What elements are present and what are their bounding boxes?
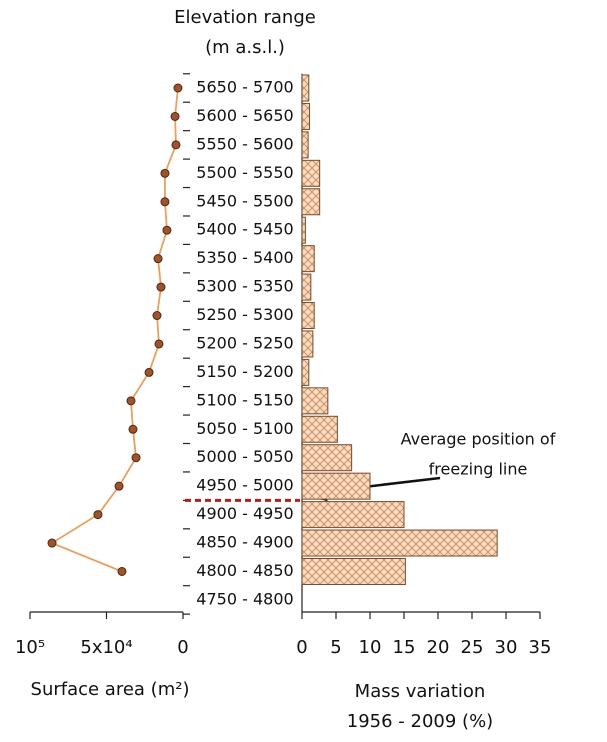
- category-label: 5050 - 5100: [196, 419, 293, 438]
- marker: [173, 83, 183, 93]
- category-label: 5400 - 5450: [196, 220, 293, 239]
- bar: [301, 358, 310, 386]
- bar: [301, 216, 306, 244]
- y-title: (m a.s.l.): [205, 37, 285, 58]
- category-label: 5150 - 5200: [196, 362, 293, 381]
- category-label: 5550 - 5600: [196, 134, 293, 153]
- marker: [131, 453, 141, 463]
- category-label: 5250 - 5300: [196, 305, 293, 324]
- bar: [301, 188, 321, 216]
- bar: [301, 501, 405, 529]
- x-title: Surface area (m²): [31, 679, 190, 700]
- marker: [170, 111, 180, 121]
- marker: [154, 339, 164, 349]
- x-title: Mass variation: [355, 681, 486, 702]
- bar: [301, 273, 312, 301]
- annotation: freezing line: [429, 460, 528, 479]
- annotation: Average position of: [401, 430, 556, 449]
- category-label: 5500 - 5550: [196, 163, 293, 182]
- bar: [301, 330, 314, 358]
- line: [50, 87, 179, 573]
- marker: [160, 197, 170, 207]
- category-label: 5650 - 5700: [196, 78, 293, 97]
- x-tick-label: 0: [296, 637, 307, 658]
- marker: [126, 396, 136, 406]
- x-tick-label: 10⁵: [15, 637, 45, 658]
- category-label: 5350 - 5400: [196, 248, 293, 267]
- marker: [114, 481, 124, 491]
- category-label: 5300 - 5350: [196, 277, 293, 296]
- x-tick-label: 0: [177, 637, 188, 658]
- x-tick-label: 10: [359, 637, 382, 658]
- category-label: 4900 - 4950: [196, 504, 293, 523]
- marker: [128, 424, 138, 434]
- bar: [301, 415, 338, 443]
- marker: [47, 538, 57, 548]
- y-title: Elevation range: [174, 7, 316, 28]
- marker: [156, 282, 166, 292]
- bar: [301, 131, 309, 159]
- category-label: 5600 - 5650: [196, 106, 293, 125]
- bar: [301, 557, 406, 585]
- x-tick-label: 15: [393, 637, 416, 658]
- bar: [301, 245, 315, 273]
- category-label: 4850 - 4900: [196, 533, 293, 552]
- bar: [301, 302, 315, 330]
- category-label: 5200 - 5250: [196, 333, 293, 352]
- marker: [93, 510, 103, 520]
- x-tick-label: 5x10⁴: [80, 637, 132, 658]
- marker: [171, 140, 181, 150]
- x-tick-label: 20: [427, 637, 450, 658]
- x-tick-label: 5: [330, 637, 341, 658]
- marker: [162, 225, 172, 235]
- bar: [301, 529, 498, 557]
- x-title: 1956 - 2009 (%): [347, 711, 493, 732]
- bar: [301, 74, 310, 102]
- category-label: 5450 - 5500: [196, 191, 293, 210]
- marker: [144, 367, 154, 377]
- x-tick-label: 25: [461, 637, 484, 658]
- marker: [153, 254, 163, 264]
- bar: [301, 444, 353, 472]
- category-label: 4800 - 4850: [196, 561, 293, 580]
- x-tick-label: 35: [529, 637, 552, 658]
- bar: [301, 472, 371, 500]
- category-label: 4950 - 5000: [196, 476, 293, 495]
- bar: [301, 102, 310, 130]
- marker: [117, 566, 127, 576]
- category-label: 5100 - 5150: [196, 390, 293, 409]
- bar: [301, 159, 321, 187]
- category-label: 5000 - 5050: [196, 447, 293, 466]
- x-tick-label: 30: [495, 637, 518, 658]
- marker: [160, 168, 170, 178]
- bar: [301, 387, 329, 415]
- marker: [152, 311, 162, 321]
- category-label: 4750 - 4800: [196, 589, 293, 608]
